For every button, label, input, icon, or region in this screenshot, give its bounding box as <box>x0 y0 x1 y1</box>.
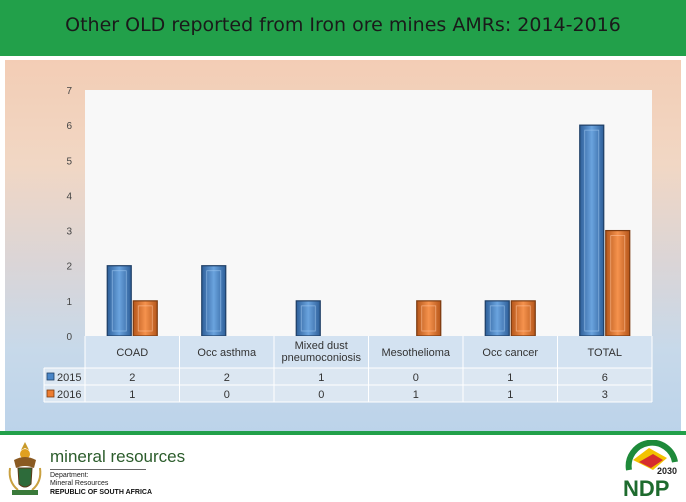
category-label: Occ cancer <box>482 347 538 359</box>
bar-2015 <box>295 300 321 337</box>
y-tick-label: 2 <box>66 262 72 273</box>
y-tick-label: 4 <box>66 191 72 202</box>
footer-divider <box>0 431 686 435</box>
ndp-text: NDP <box>623 476 669 500</box>
coat-of-arms-icon <box>8 442 42 495</box>
plot-area <box>85 90 652 336</box>
slide-header: Other OLD reported from Iron ore mines A… <box>0 0 686 56</box>
bar-2015 <box>484 300 510 337</box>
data-label-2016: 0 <box>224 389 230 401</box>
bar-bevel <box>610 235 626 332</box>
bar-bevel <box>489 305 505 332</box>
bar-bevel <box>421 305 437 332</box>
legend-swatch-2015 <box>46 372 55 381</box>
data-label-2016: 3 <box>602 389 608 401</box>
ndp-logo: 2030 NDP <box>623 440 678 500</box>
department-underline <box>50 469 146 470</box>
header-divider <box>0 56 686 59</box>
data-label-2015: 1 <box>318 372 324 384</box>
legend-label: 2016 <box>57 389 81 401</box>
bar-2015 <box>579 124 605 337</box>
bar-2015 <box>106 265 132 337</box>
data-label-2015: 1 <box>507 372 513 384</box>
y-tick-label: 6 <box>66 121 72 132</box>
department-subname: Mineral Resources <box>50 480 109 487</box>
country-name: REPUBLIC OF SOUTH AFRICA <box>50 489 153 496</box>
bar-2016 <box>510 300 536 337</box>
category-label: COAD <box>116 347 148 359</box>
category-label: TOTAL <box>588 347 622 359</box>
data-label-2015: 6 <box>602 372 608 384</box>
bar-2016 <box>605 229 631 337</box>
category-label: Occ asthma <box>197 347 257 359</box>
data-label-2015: 2 <box>129 372 135 384</box>
y-tick-label: 7 <box>66 86 72 97</box>
y-tick-label: 5 <box>66 156 72 167</box>
slide-title: Other OLD reported from Iron ore mines A… <box>65 14 621 36</box>
category-label: Mixed dust <box>295 340 348 352</box>
data-label-2015: 2 <box>224 372 230 384</box>
y-tick-label: 3 <box>66 227 72 238</box>
data-label-2015: 0 <box>413 372 419 384</box>
bar-bevel <box>137 305 153 332</box>
ndp-year: 2030 <box>657 466 677 476</box>
data-label-2016: 1 <box>129 389 135 401</box>
y-tick-label: 1 <box>66 297 72 308</box>
y-tick-label: 0 <box>66 332 72 343</box>
category-label: pneumoconiosis <box>282 352 362 364</box>
department-name: mineral resources <box>50 447 186 466</box>
bar-chart: 0 1 2 3 4 5 6 7 COAD 2 1 Occ asthma 2 0 Mixed dustpne… <box>43 86 653 403</box>
bar-bevel <box>515 305 531 332</box>
department-label: Department: <box>50 472 89 479</box>
bar-bevel <box>206 270 222 332</box>
data-label-2016: 1 <box>507 389 513 401</box>
data-label-2016: 1 <box>413 389 419 401</box>
bar-bevel <box>111 270 127 332</box>
legend-swatch-2016 <box>46 389 55 398</box>
data-label-2016: 0 <box>318 389 324 401</box>
ndp-arc-icon <box>625 440 678 471</box>
bar-2015 <box>201 265 227 337</box>
legend-label: 2015 <box>57 372 81 384</box>
bar-bevel <box>584 129 600 332</box>
bar-bevel <box>300 305 316 332</box>
category-label: Mesothelioma <box>382 347 451 359</box>
